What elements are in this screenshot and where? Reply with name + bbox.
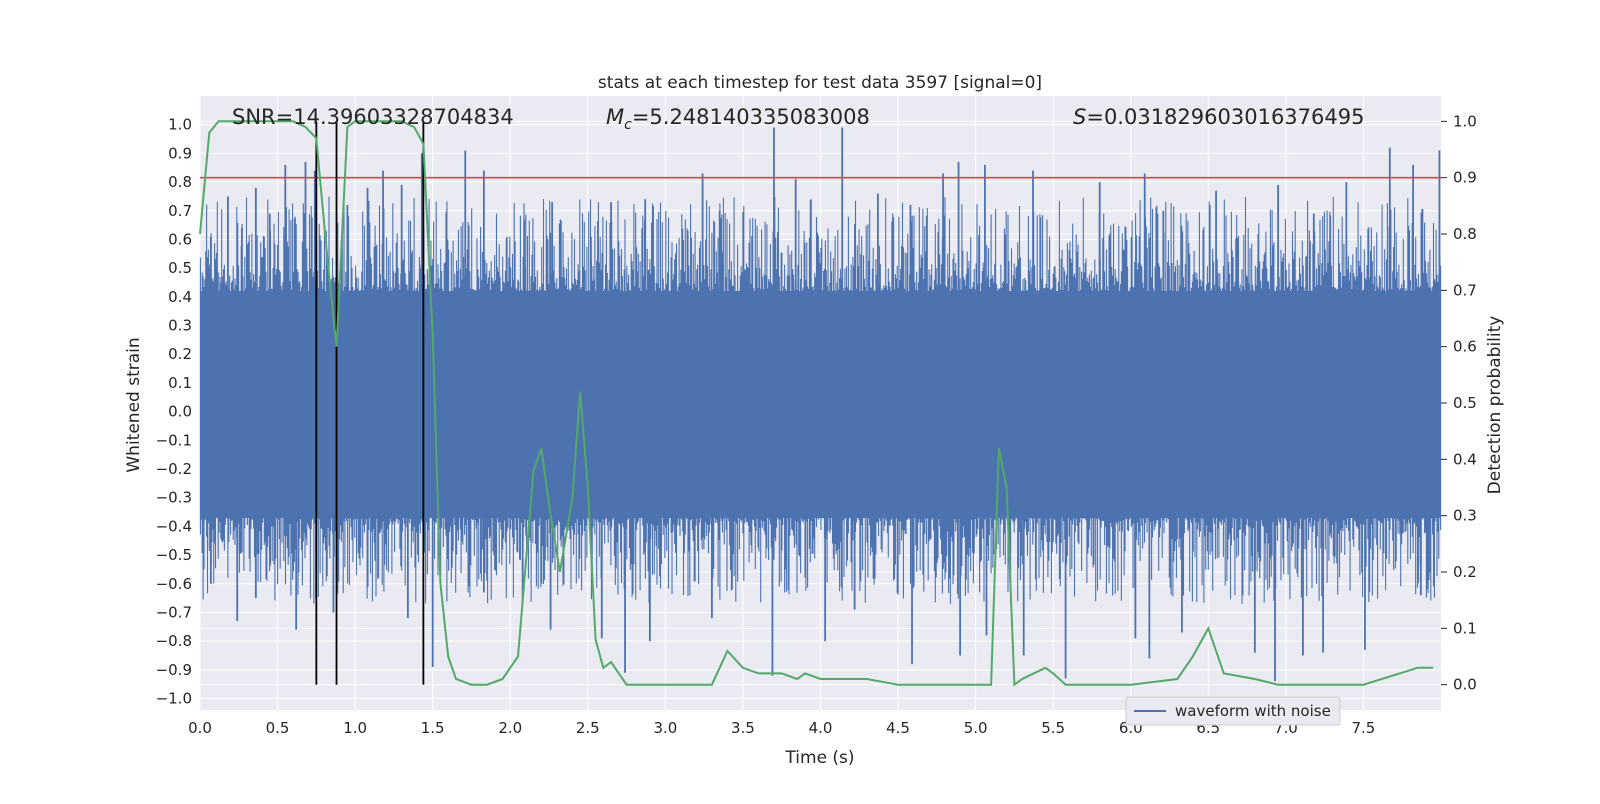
y-right-tick-label: 0.1: [1453, 619, 1477, 637]
x-tick-label: 2.0: [498, 719, 522, 737]
y-tick-label: 0.0: [168, 403, 192, 421]
y-tick-label: −0.3: [156, 489, 192, 507]
y-tick-label: 0.2: [168, 345, 192, 363]
vertical-markers: [315, 121, 425, 685]
x-tick-label: 5.5: [1041, 719, 1065, 737]
y-tick-label: 0.8: [168, 173, 192, 191]
y-right-tick-label: 1.0: [1453, 112, 1477, 130]
y-tick-label: −1.0: [156, 690, 192, 708]
y-right-tick-label: 0.6: [1453, 338, 1477, 356]
x-tick-label: 2.5: [576, 719, 600, 737]
y-tick-label: −0.4: [156, 517, 192, 535]
y-right-tick-label: 0.3: [1453, 507, 1477, 525]
y-tick-label: −0.8: [156, 632, 192, 650]
y-tick-label: −0.5: [156, 546, 192, 564]
x-tick-label: 4.0: [809, 719, 833, 737]
legend-label: waveform with noise: [1175, 702, 1331, 720]
y-tick-label: 0.7: [168, 202, 192, 220]
chart-title: stats at each timestep for test data 359…: [598, 73, 1042, 93]
y-tick-label: −0.1: [156, 431, 192, 449]
y-tick-label: −0.9: [156, 661, 192, 679]
x-tick-label: 7.5: [1352, 719, 1376, 737]
x-tick-label: 5.0: [964, 719, 988, 737]
chirp-mass-annotation: Mc=5.248140335083008: [606, 105, 870, 133]
snr-annotation: SNR=14.39603328704834: [232, 105, 514, 129]
y-tick-label: 0.4: [168, 288, 192, 306]
s-annotation: S=0.031829603016376495: [1073, 105, 1364, 129]
y-axis-label-left: Whitened strain: [124, 337, 144, 472]
y-tick-label: 0.6: [168, 230, 192, 248]
probability-line: [199, 120, 1434, 687]
chirp-mass-subscript: c: [624, 117, 632, 133]
x-tick-label: 4.5: [886, 719, 910, 737]
legend: waveform with noise: [1125, 696, 1341, 726]
x-axis-label: Time (s): [784, 748, 854, 768]
x-tick-label: 1.5: [421, 719, 445, 737]
y-axis-label-right: Detection probability: [1485, 316, 1505, 495]
waveform-spikes: [209, 127, 1441, 682]
s-symbol: S: [1073, 105, 1086, 129]
y-right-tick-label: 0.2: [1453, 563, 1477, 581]
x-tick-label: 1.0: [343, 719, 367, 737]
y-right-tick-label: 0.9: [1453, 169, 1477, 187]
x-tick-label: 0.5: [266, 719, 290, 737]
y-right-tick-label: 0.5: [1453, 394, 1477, 412]
x-tick-label: 0.0: [188, 719, 212, 737]
waveform-noise: [199, 196, 1442, 604]
y-tick-label: 0.1: [168, 374, 192, 392]
y-tick-label: 0.9: [168, 144, 192, 162]
y-right-tick-label: 0.0: [1453, 676, 1477, 694]
tick-labels: 1.0 0.9 0.8 0.7 0.6 0.5 0.4 0.3 0.2 0.1 0.0 −0.1 −0.…: [156, 112, 1477, 737]
chirp-mass-value: =5.248140335083008: [632, 105, 870, 129]
y-right-tick-label: 0.7: [1453, 281, 1477, 299]
x-tick-label: 3.0: [653, 719, 677, 737]
waveform-series: [199, 196, 1442, 604]
y-tick-label: −0.2: [156, 460, 192, 478]
y-tick-label: −0.6: [156, 575, 192, 593]
chirp-mass-symbol: M: [606, 105, 624, 129]
y-tick-label: −0.7: [156, 603, 192, 621]
y-right-tick-label: 0.8: [1453, 225, 1477, 243]
y-tick-label: 1.0: [168, 116, 192, 134]
y-right-tick-label: 0.4: [1453, 450, 1477, 468]
legend-box: [1125, 696, 1341, 726]
y-tick-label: 0.5: [168, 259, 192, 277]
y-tick-label: 0.3: [168, 317, 192, 335]
x-tick-label: 3.5: [731, 719, 755, 737]
probability-series: [199, 120, 1434, 687]
s-value: =0.031829603016376495: [1086, 105, 1364, 129]
